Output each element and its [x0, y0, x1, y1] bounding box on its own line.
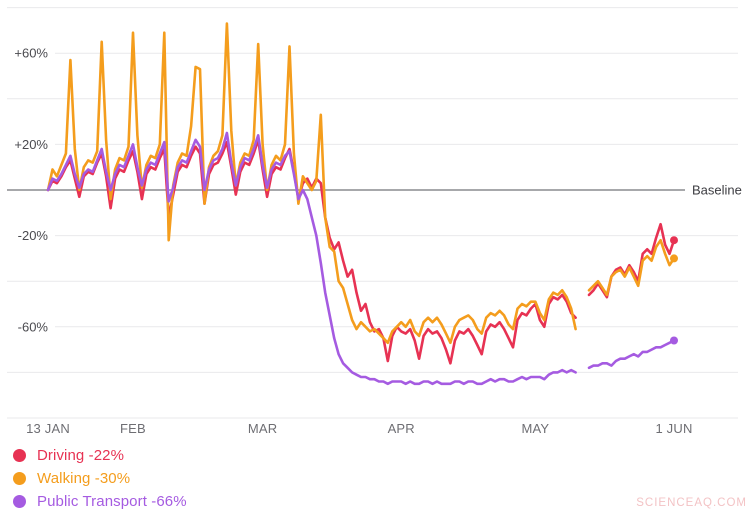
legend-label-driving: Driving -22% [37, 447, 125, 464]
y-axis-label: +60% [14, 46, 48, 61]
y-axis-label: +20% [14, 137, 48, 152]
x-axis-label: MAR [248, 421, 278, 436]
legend-item-public-transport: Public Transport -66% [13, 492, 187, 511]
legend-dot-walking-icon [13, 472, 26, 485]
y-axis-label: -20% [18, 228, 49, 243]
legend-item-driving: Driving -22% [13, 446, 187, 465]
series-end-dot-walking [670, 254, 678, 263]
x-axis-label: 13 JAN [26, 421, 70, 436]
mobility-trends-chart: +60% +20% -20% -60% Baseline 13 JAN FEB MAR APR M… [7, 7, 742, 436]
series-end-dot-public-transport [670, 336, 678, 345]
y-axis-label: -60% [18, 319, 49, 334]
x-axis-label: APR [388, 421, 415, 436]
series-line-walking [46, 22, 676, 345]
legend: Driving -22% Walking -30% Public Transpo… [13, 446, 187, 515]
x-axis-label: MAY [521, 421, 549, 436]
baseline-label: Baseline [692, 183, 742, 198]
series-line-public-transport [46, 131, 676, 386]
legend-label-walking: Walking -30% [37, 470, 131, 487]
legend-dot-public-transport-icon [13, 495, 26, 508]
x-axis-label: FEB [120, 421, 146, 436]
legend-item-walking: Walking -30% [13, 469, 187, 488]
legend-dot-driving-icon [13, 449, 26, 462]
watermark: SCIENCEAQ.COM [636, 497, 747, 509]
legend-label-public-transport: Public Transport -66% [37, 493, 187, 510]
series-end-dot-driving [670, 236, 678, 245]
x-axis-label: 1 JUN [655, 421, 692, 436]
